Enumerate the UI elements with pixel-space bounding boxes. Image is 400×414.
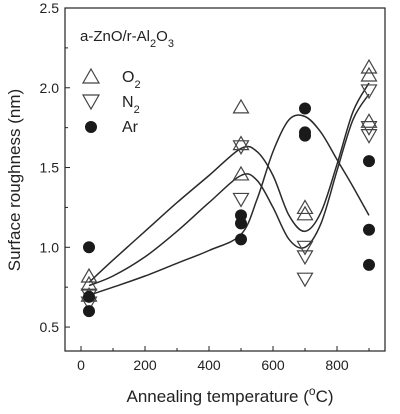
legend-label-n2: N2: [122, 94, 140, 116]
point-o2: [296, 199, 314, 215]
ticks: 0 200 400 600 800 0.5 1.0 1.5 2.0 2.5: [40, 0, 370, 373]
point-o2: [232, 165, 250, 181]
point-ar: [83, 241, 95, 254]
legend-marker-n2: [81, 94, 101, 111]
point-o2: [232, 98, 250, 114]
fit-curve-n2: [88, 93, 370, 287]
point-o2: [80, 275, 98, 291]
x-tick-label: 200: [133, 357, 157, 373]
x-tick-label: 800: [325, 357, 349, 373]
point-ar: [235, 233, 247, 246]
legend-marker-ar: [85, 121, 97, 133]
y-tick-label: 0.5: [40, 319, 60, 335]
chart-annotation: a-ZnO/r-Al2O3: [80, 28, 174, 50]
x-axis-label: Annealing temperature (oC): [126, 384, 333, 406]
point-ar: [235, 217, 247, 230]
point-o2: [360, 66, 378, 82]
point-o2: [232, 135, 250, 151]
y-tick-label: 2.0: [40, 80, 60, 96]
fit-curves: [88, 82, 370, 296]
point-o2: [80, 267, 98, 283]
point-n2: [360, 84, 378, 100]
point-ar: [363, 258, 375, 271]
point-o2: [360, 58, 378, 74]
y-tick-label: 1.5: [40, 160, 60, 176]
point-ar: [299, 129, 311, 142]
point-n2: [296, 272, 314, 288]
point-n2: [232, 192, 250, 208]
point-o2: [296, 205, 314, 221]
y-axis-label: Surface roughness (nm): [5, 89, 24, 271]
legend: O2 N2 Ar: [81, 67, 141, 136]
point-n2: [296, 240, 314, 256]
point-ar: [83, 290, 95, 303]
point-ar: [363, 223, 375, 236]
data-points: [80, 58, 378, 318]
point-o2: [360, 113, 378, 128]
y-tick-label: 2.5: [40, 0, 60, 16]
fit-curve-ar: [88, 114, 370, 296]
x-tick-label: 400: [197, 357, 221, 373]
legend-label-o2: O2: [122, 69, 141, 91]
legend-label-ar: Ar: [122, 119, 139, 136]
point-n2: [232, 140, 250, 155]
point-ar: [363, 155, 375, 168]
y-tick-label: 1.0: [40, 239, 60, 255]
x-tick-label: 0: [77, 357, 85, 373]
point-n2: [296, 250, 314, 266]
plot-frame: [64, 7, 386, 352]
point-n2: [360, 121, 378, 136]
point-n2: [360, 129, 378, 144]
x-tick-label: 600: [261, 357, 285, 373]
fit-curve-o2: [88, 82, 370, 283]
legend-marker-o2: [81, 67, 101, 84]
point-ar: [299, 102, 311, 115]
point-ar: [83, 305, 95, 318]
